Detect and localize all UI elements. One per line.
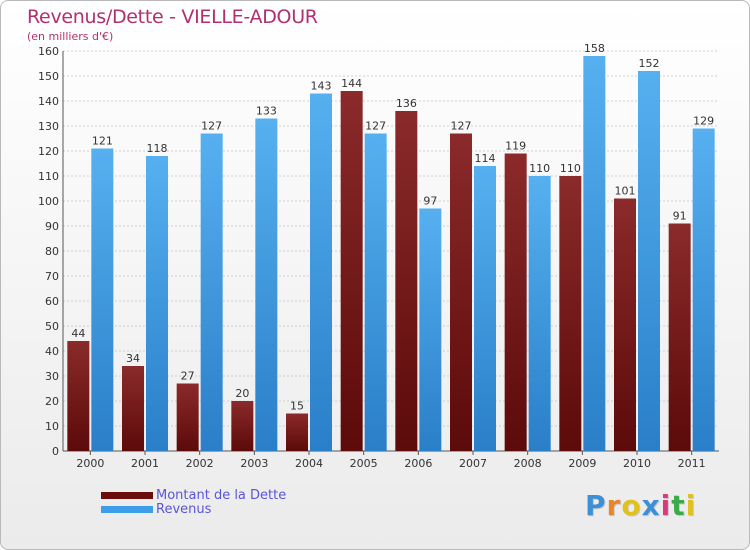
bar-revenus <box>146 156 168 451</box>
legend-label-revenus: Revenus <box>156 502 212 517</box>
y-tick-label: 90 <box>45 220 59 233</box>
y-tick-label: 60 <box>45 295 59 308</box>
value-label-debt: 119 <box>505 140 526 153</box>
bar-revenus <box>692 128 715 451</box>
bar-revenus <box>91 148 114 451</box>
x-tick-label: 2002 <box>186 457 214 470</box>
y-tick-label: 120 <box>38 145 59 158</box>
y-tick-label: 20 <box>45 395 59 408</box>
logo-letter: t <box>671 489 686 522</box>
value-label-debt: 15 <box>290 400 304 413</box>
value-label-revenus: 143 <box>311 80 332 93</box>
y-tick-label: 40 <box>45 345 59 358</box>
value-label-debt: 34 <box>126 352 140 365</box>
value-label-debt: 136 <box>396 97 417 110</box>
y-tick-label: 50 <box>45 320 59 333</box>
chart-title: Revenus/Dette - VIELLE-ADOUR <box>27 6 318 28</box>
bar-debt <box>559 176 582 451</box>
legend-swatch-debt <box>101 492 153 499</box>
bar-revenus <box>255 118 278 451</box>
bar-debt <box>504 153 527 451</box>
proxiti-logo: Proxiti <box>585 489 696 522</box>
value-label-debt: 20 <box>235 387 249 400</box>
value-label-debt: 44 <box>71 327 85 340</box>
value-label-debt: 127 <box>451 120 472 133</box>
x-tick-label: 2005 <box>350 457 378 470</box>
value-label-revenus: 97 <box>423 195 437 208</box>
value-label-revenus: 127 <box>365 120 386 133</box>
bar-debt <box>231 401 254 451</box>
logo-letter: x <box>641 489 661 522</box>
bar-debt <box>395 111 418 451</box>
chart-unit-subtitle: (en milliers d'€) <box>27 30 114 43</box>
bar-debt <box>614 198 636 451</box>
bar-debt <box>67 341 90 451</box>
logo-letter: P <box>585 489 607 522</box>
y-tick-label: 130 <box>38 120 59 133</box>
legend-label-debt: Montant de la Dette <box>156 488 287 503</box>
legend-item-debt: Montant de la Dette <box>101 488 286 503</box>
y-tick-label: 150 <box>38 70 59 83</box>
x-tick-label: 2003 <box>240 457 268 470</box>
value-label-revenus: 110 <box>529 162 550 175</box>
x-tick-label: 2007 <box>459 457 487 470</box>
y-tick-label: 0 <box>52 445 59 458</box>
bar-revenus <box>364 133 387 451</box>
logo-letter: o <box>621 489 642 522</box>
value-label-revenus: 121 <box>92 135 113 148</box>
y-tick-label: 160 <box>38 45 59 58</box>
bar-debt <box>122 366 144 451</box>
bar-debt <box>340 91 363 451</box>
logo-letter: i <box>660 489 672 522</box>
x-tick-label: 2009 <box>568 457 596 470</box>
bar-revenus <box>638 71 660 451</box>
bar-revenus <box>419 208 442 451</box>
bar-debt <box>286 413 308 451</box>
bar-revenus <box>474 166 496 451</box>
value-label-debt: 27 <box>181 370 195 383</box>
y-tick-label: 70 <box>45 270 59 283</box>
bar-revenus <box>200 133 223 451</box>
x-tick-label: 2001 <box>131 457 159 470</box>
value-label-revenus: 118 <box>147 142 168 155</box>
y-tick-label: 100 <box>38 195 59 208</box>
logo-letter: i <box>685 489 697 522</box>
bar-debt <box>176 383 199 451</box>
value-label-debt: 101 <box>615 185 636 198</box>
bar-revenus <box>583 56 606 451</box>
x-tick-label: 2006 <box>404 457 432 470</box>
value-label-debt: 110 <box>560 162 581 175</box>
logo-letter: r <box>606 489 622 522</box>
labels-layer: 0 10 20 30 40 50 60 70 80 90 100 110 120 130 140 150 160… <box>38 42 714 470</box>
legend-item-revenus: Revenus <box>101 502 211 517</box>
y-tick-label: 80 <box>45 245 59 258</box>
value-label-revenus: 158 <box>584 42 605 55</box>
x-tick-label: 2000 <box>76 457 104 470</box>
value-label-debt: 144 <box>341 77 362 90</box>
legend-swatch-revenus <box>101 506 153 513</box>
bar-debt <box>450 133 472 451</box>
value-label-revenus: 127 <box>201 120 222 133</box>
y-tick-label: 110 <box>38 170 59 183</box>
x-tick-label: 2011 <box>678 457 706 470</box>
value-label-revenus: 114 <box>475 152 496 165</box>
bar-debt <box>668 223 691 451</box>
value-label-debt: 91 <box>673 210 687 223</box>
x-tick-label: 2008 <box>514 457 542 470</box>
y-tick-label: 140 <box>38 95 59 108</box>
y-tick-label: 30 <box>45 370 59 383</box>
x-tick-label: 2010 <box>623 457 651 470</box>
grid-layer <box>62 50 719 455</box>
y-tick-label: 10 <box>45 420 59 433</box>
value-label-revenus: 133 <box>256 105 277 118</box>
value-label-revenus: 129 <box>693 115 714 128</box>
x-tick-label: 2004 <box>295 457 323 470</box>
bar-revenus <box>528 176 551 451</box>
bars-layer <box>67 56 715 451</box>
value-label-revenus: 152 <box>639 57 660 70</box>
bar-revenus <box>310 93 332 451</box>
